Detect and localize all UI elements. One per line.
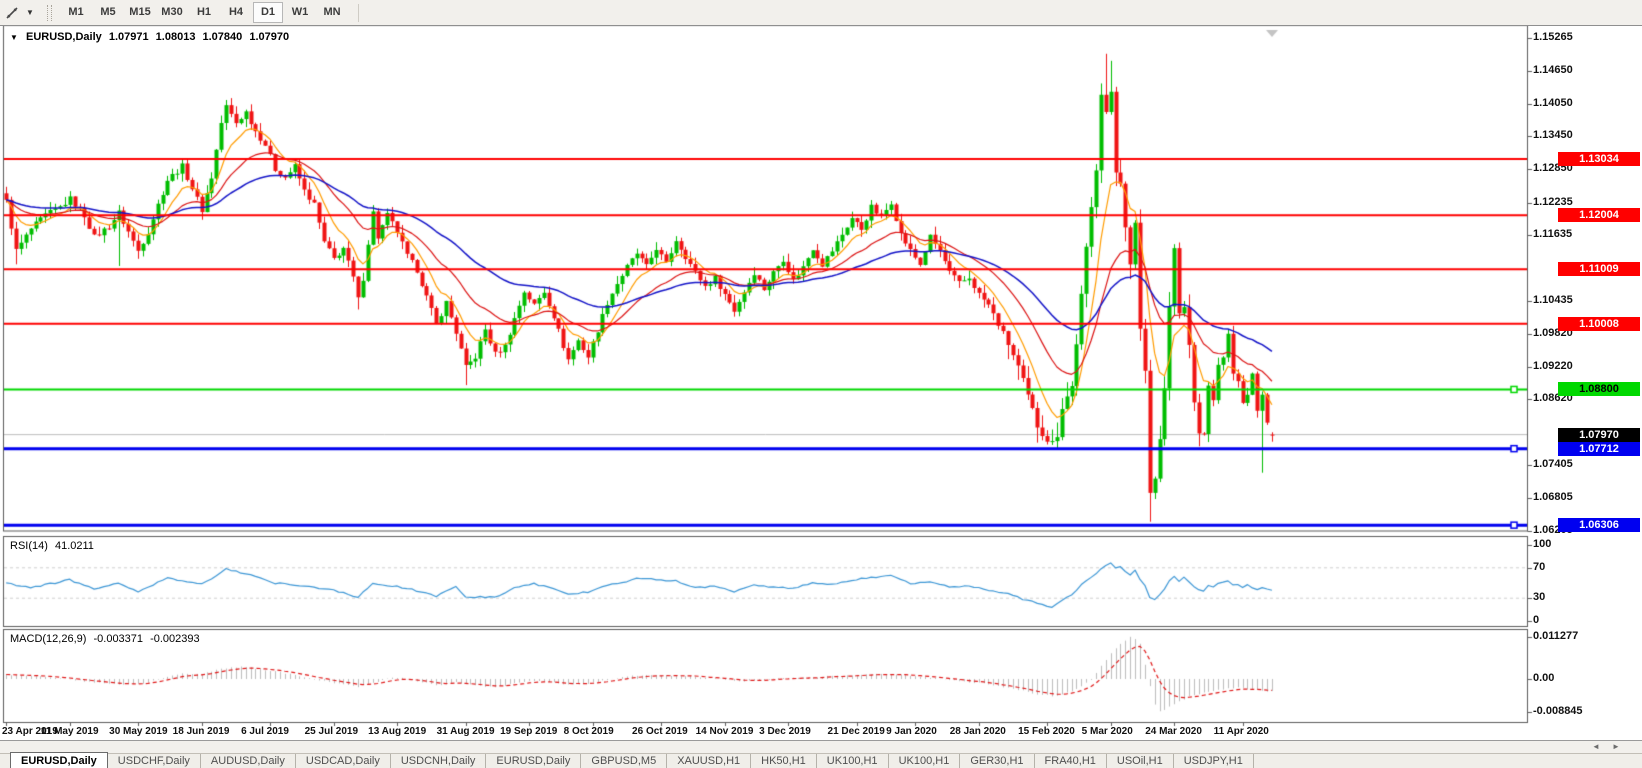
time-axis-label: 30 May 2019 xyxy=(109,726,168,737)
timeframe-button-D1[interactable]: D1 xyxy=(253,2,283,23)
chart-tab[interactable]: HK50,H1 xyxy=(751,754,817,768)
level-price-label[interactable]: 1.12004 xyxy=(1558,208,1640,223)
price-axis-tick: 1.09220 xyxy=(1533,359,1573,372)
chart-tab[interactable]: UK100,H1 xyxy=(889,754,961,768)
timeframe-button-M15[interactable]: M15 xyxy=(129,6,151,18)
rsi-axis-tick: 30 xyxy=(1533,591,1546,604)
level-price-label[interactable]: 1.06306 xyxy=(1558,518,1640,533)
chart-tab[interactable]: EURUSD,Daily xyxy=(10,752,108,768)
rsi-axis-tick: 100 xyxy=(1533,538,1552,550)
price-axis-tick: 1.11635 xyxy=(1533,228,1573,241)
timeframe-button-group: M1 M5 M15 M30 H1 H4 D1 W1 MN xyxy=(60,2,348,23)
time-axis-label: 23 Apr 2019 xyxy=(2,726,58,737)
line-tool-icon[interactable] xyxy=(4,5,20,21)
chart-tab[interactable]: USDJPY,H1 xyxy=(1174,754,1254,768)
price-axis-tick: 1.15265 xyxy=(1533,30,1573,43)
time-axis-label: 5 Mar 2020 xyxy=(1081,726,1133,737)
toolbar: ▼ M1 M5 M15 M30 H1 H4 D1 W1 MN xyxy=(0,0,1642,26)
time-axis-label: 11 May 2019 xyxy=(40,726,99,737)
level-price-label[interactable]: 1.10008 xyxy=(1558,316,1640,331)
chart-tab[interactable]: GBPUSD,M5 xyxy=(581,754,668,768)
time-axis-label: 18 Jun 2019 xyxy=(172,726,230,737)
ohlc-open: 1.07971 xyxy=(108,31,149,43)
chart-tab[interactable]: EURUSD,Daily xyxy=(486,754,582,768)
macd-signal-value: -0.002393 xyxy=(150,633,200,645)
macd-axis-tick: 0.00 xyxy=(1533,672,1555,684)
time-axis-label: 28 Jan 2020 xyxy=(949,726,1006,737)
macd-main-value: -0.003371 xyxy=(93,633,144,645)
rsi-name: RSI(14) xyxy=(10,540,48,552)
price-axis-tick: 1.14650 xyxy=(1533,64,1573,77)
price-axis-tick: 1.13450 xyxy=(1533,129,1573,142)
rsi-indicator-label: RSI(14) 41.0211 xyxy=(10,540,98,552)
time-axis-label: 24 Mar 2020 xyxy=(1145,726,1202,737)
time-axis-label: 25 Jul 2019 xyxy=(304,726,358,737)
time-axis-label: 26 Oct 2019 xyxy=(632,726,688,737)
chart-tab[interactable]: USOil,H1 xyxy=(1107,754,1174,768)
time-axis-label: 15 Feb 2020 xyxy=(1018,726,1075,737)
price-axis-tick: 1.14050 xyxy=(1533,96,1573,109)
time-axis-label: 11 Apr 2020 xyxy=(1213,726,1269,737)
tab-scroll-left-icon[interactable]: ◄ xyxy=(1592,742,1600,751)
toolbar-separator xyxy=(358,3,359,22)
chart-tab[interactable]: USDCAD,Daily xyxy=(296,754,391,768)
time-axis-label: 13 Aug 2019 xyxy=(368,726,427,737)
rsi-axis-tick: 0 xyxy=(1533,614,1540,626)
price-axis-tick: 1.10435 xyxy=(1533,293,1573,306)
price-axis-tick: 1.12235 xyxy=(1533,195,1573,208)
toolbar-dropdown-caret[interactable]: ▼ xyxy=(26,8,34,17)
timeframe-button-H1[interactable]: H1 xyxy=(196,6,212,18)
price-axis-tick: 1.07405 xyxy=(1533,458,1573,471)
time-axis-label: 14 Nov 2019 xyxy=(695,726,754,737)
tab-scroll-right-icon[interactable]: ► xyxy=(1612,742,1620,751)
chart-symbol-label: EURUSD,Daily xyxy=(25,31,102,43)
chart-tab[interactable]: FRA40,H1 xyxy=(1035,754,1107,768)
macd-axis-tick: 0.011277 xyxy=(1533,630,1579,643)
time-axis-label: 9 Jan 2020 xyxy=(886,726,937,737)
timeframe-button-M5[interactable]: M5 xyxy=(100,6,116,18)
level-price-label[interactable]: 1.07712 xyxy=(1558,441,1640,456)
level-price-label[interactable]: 1.08800 xyxy=(1558,382,1640,397)
time-axis-label: 3 Dec 2019 xyxy=(759,726,811,737)
level-price-label[interactable]: 1.11009 xyxy=(1558,262,1640,277)
timeframe-button-H4[interactable]: H4 xyxy=(228,6,244,18)
timeframe-button-W1[interactable]: W1 xyxy=(291,6,309,18)
current-price-label: 1.07970 xyxy=(1558,427,1640,442)
rsi-axis-tick: 70 xyxy=(1533,560,1546,573)
ohlc-close: 1.07970 xyxy=(249,31,290,43)
ohlc-low: 1.07840 xyxy=(202,31,243,43)
chart-collapse-icon[interactable]: ▼ xyxy=(10,33,18,42)
timeframe-button-M1[interactable]: M1 xyxy=(68,6,84,18)
price-axis-tick: 1.06805 xyxy=(1533,491,1573,503)
macd-indicator-label: MACD(12,26,9) -0.003371 -0.002393 xyxy=(10,633,204,645)
chart-tab[interactable]: XAUUSD,H1 xyxy=(667,754,752,768)
chart-tab[interactable]: GER30,H1 xyxy=(960,754,1035,768)
time-axis-label: 19 Sep 2019 xyxy=(500,726,558,737)
toolbar-grip[interactable] xyxy=(47,4,52,21)
macd-name: MACD(12,26,9) xyxy=(10,633,87,645)
chart-tab-bar: EURUSD,Daily USDCHF,Daily AUDUSD,Daily USDC… xyxy=(0,752,1642,768)
ohlc-high: 1.08013 xyxy=(155,31,196,43)
time-axis-label: 21 Dec 2019 xyxy=(827,726,885,737)
timeframe-button-M30[interactable]: M30 xyxy=(161,6,183,18)
time-axis-label: 6 Jul 2019 xyxy=(241,726,289,737)
rsi-value: 41.0211 xyxy=(54,540,94,552)
chart-tab[interactable]: USDCNH,Daily xyxy=(391,754,487,768)
time-axis-label: 8 Oct 2019 xyxy=(563,726,614,737)
timeframe-button-MN[interactable]: MN xyxy=(323,6,341,18)
chart-title: ▼ EURUSD,Daily 1.07971 1.08013 1.07840 1… xyxy=(10,31,293,43)
time-axis-label: 31 Aug 2019 xyxy=(436,726,495,737)
chart-tab[interactable]: UK100,H1 xyxy=(817,754,889,768)
chart-tab[interactable]: AUDUSD,Daily xyxy=(201,754,296,768)
level-price-label[interactable]: 1.13034 xyxy=(1558,152,1640,167)
horizontal-scroll-strip[interactable]: ◄ ► xyxy=(0,740,1642,754)
macd-axis-tick: -0.008845 xyxy=(1533,704,1583,717)
chart-tab[interactable]: USDCHF,Daily xyxy=(108,754,201,768)
